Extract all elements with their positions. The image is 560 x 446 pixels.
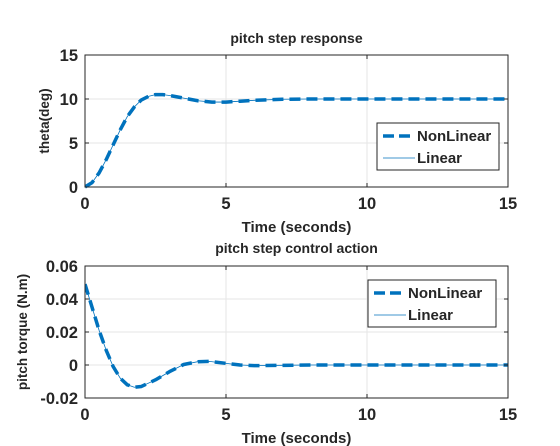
y-tick-label: 5: [69, 135, 78, 153]
y-axis-label: pitch torque (N.m): [15, 274, 30, 390]
legend-label-linear: Linear: [408, 307, 453, 324]
legend-box: [376, 122, 500, 171]
x-axis-label: Time (seconds): [242, 430, 352, 446]
x-tick-label: 15: [499, 195, 517, 213]
chart-title: pitch step response: [230, 30, 362, 46]
y-tick-label: 0.02: [46, 324, 78, 342]
y-tick-label: 0.06: [46, 258, 78, 276]
legend-label-nonlinear: NonLinear: [417, 128, 491, 145]
legend-label-nonlinear: NonLinear: [408, 285, 482, 302]
legend: NonLinear Linear: [367, 279, 497, 328]
x-tick-label: 15: [499, 406, 517, 424]
y-axis-label: theta(deg): [37, 88, 52, 153]
x-tick-label: 10: [358, 406, 376, 424]
y-tick-label: 0: [69, 357, 78, 375]
y-tick-label: 0: [69, 179, 78, 197]
legend: NonLinear Linear: [376, 122, 500, 171]
y-tick-label: 0.04: [46, 291, 79, 309]
x-tick-label: 10: [358, 195, 376, 213]
y-tick-label: 15: [60, 47, 78, 65]
x-tick-label: 5: [221, 406, 230, 424]
x-tick-label: 0: [80, 406, 89, 424]
legend-box: [367, 279, 497, 328]
y-tick-label: -0.02: [40, 390, 78, 408]
x-tick-label: 0: [80, 195, 89, 213]
chart-title: pitch step control action: [215, 240, 378, 256]
chart-1: 0 5 10 15 0 5 10 15 pitch step response Time (sec…: [37, 30, 517, 236]
x-axis-label: Time (seconds): [242, 219, 352, 236]
legend-label-linear: Linear: [417, 150, 462, 167]
series-line-linear: [85, 94, 508, 188]
series-line-linear: [85, 284, 508, 388]
axes-box: [84, 54, 509, 188]
x-tick-label: 5: [221, 195, 230, 213]
y-tick-label: 10: [60, 91, 78, 109]
